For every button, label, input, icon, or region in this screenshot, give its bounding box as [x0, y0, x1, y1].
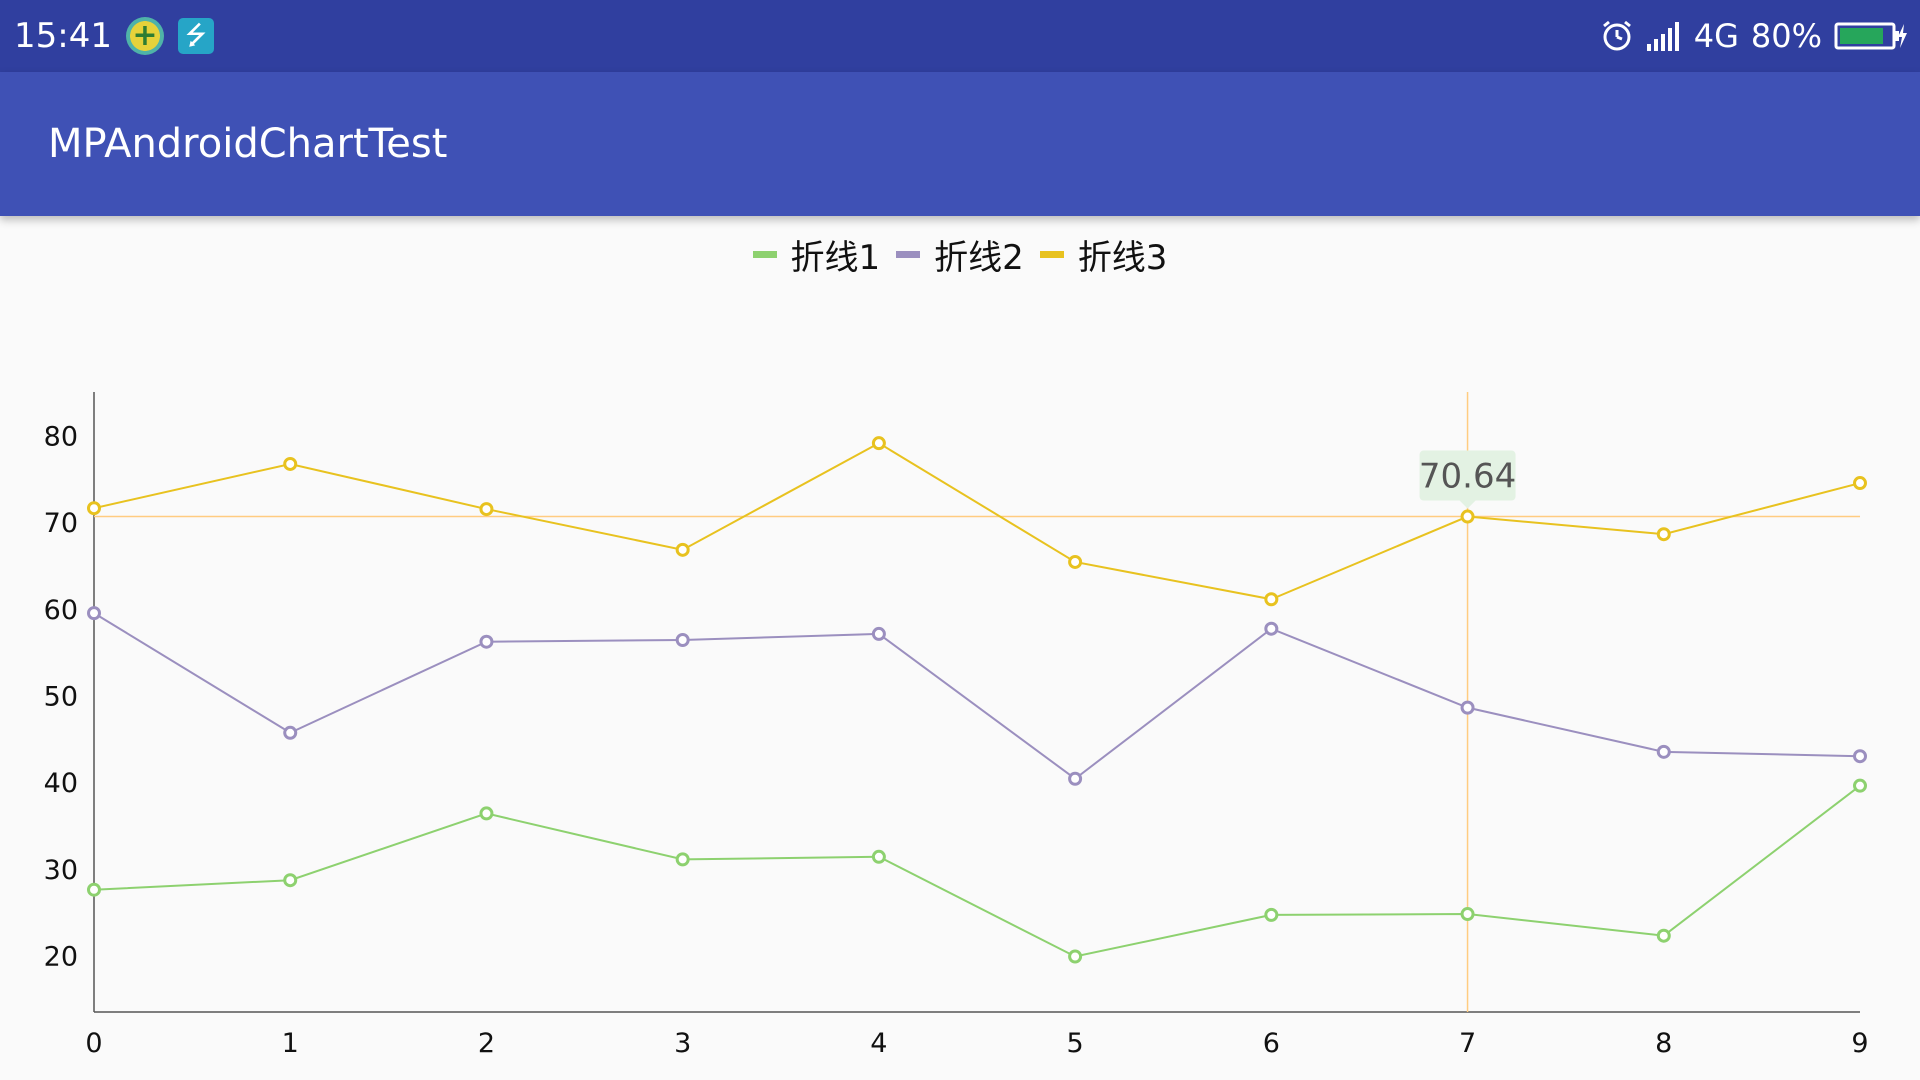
data-point-series-3-x9[interactable] [1853, 476, 1867, 491]
data-point-series-1-x8[interactable] [1656, 928, 1671, 943]
x-tick-label-5: 5 [1067, 1028, 1084, 1059]
series-line-2 [93, 612, 1861, 780]
legend-label-series-3: 折线3 [1077, 237, 1168, 278]
data-point-series-3-x6[interactable] [1264, 592, 1279, 607]
data-point-series-1-x4[interactable] [871, 849, 886, 864]
status-right: 4G 80% [1600, 0, 1908, 72]
status-left: 15:41 + ⭍ [14, 0, 214, 72]
legend-label-series-1: 折线1 [790, 237, 881, 278]
series-line-3 [93, 442, 1861, 601]
series-line-1 [93, 784, 1861, 958]
app-title: MPAndroidChartTest [48, 121, 448, 167]
data-point-series-1-x7[interactable] [1460, 907, 1475, 922]
battery-charging-icon [1834, 22, 1907, 50]
status-bar: 15:41 + ⭍ 4G 80% [0, 0, 1920, 72]
data-point-series-1-x6[interactable] [1264, 907, 1279, 922]
battery-percent: 80% [1750, 17, 1822, 55]
x-tick-label-3: 3 [674, 1028, 691, 1059]
legend-swatch-series-2 [896, 250, 921, 258]
data-point-series-3-x1[interactable] [283, 456, 298, 471]
y-tick-label-60: 60 [44, 595, 78, 626]
data-point-series-3-x2[interactable] [479, 502, 494, 517]
data-point-series-2-x9[interactable] [1853, 749, 1867, 764]
data-point-series-3-x8[interactable] [1656, 527, 1671, 542]
y-tick-label-50: 50 [44, 681, 78, 712]
data-point-series-2-x6[interactable] [1264, 621, 1279, 636]
data-point-series-3-x3[interactable] [675, 542, 690, 557]
data-point-series-3-x7[interactable] [1460, 509, 1475, 524]
highlight-marker-pointer [1459, 500, 1476, 509]
x-tick-label-6: 6 [1263, 1028, 1280, 1059]
x-tick-label-7: 7 [1459, 1028, 1476, 1059]
x-tick-label-2: 2 [478, 1028, 495, 1059]
legend-entry-series-2[interactable]: 折线2 [896, 230, 1024, 279]
x-tick-label-4: 4 [870, 1028, 887, 1059]
legend-entry-series-1[interactable]: 折线1 [752, 230, 881, 279]
y-tick-label-80: 80 [44, 421, 78, 452]
status-time: 15:41 [14, 16, 112, 56]
legend-swatch-series-1 [752, 250, 777, 258]
highlight-marker-box [1419, 450, 1516, 501]
data-point-series-3-x5[interactable] [1068, 554, 1083, 569]
data-point-series-3-x4[interactable] [871, 436, 886, 451]
alarm-icon [1602, 20, 1631, 51]
y-tick-label-70: 70 [44, 508, 78, 539]
data-point-series-1-x3[interactable] [675, 852, 690, 867]
data-point-series-1-x1[interactable] [283, 873, 298, 888]
x-tick-label-8: 8 [1655, 1028, 1672, 1059]
network-type: 4G [1693, 17, 1739, 55]
chart-legend: 折线1 折线2 折线3 [0, 228, 1920, 280]
signal-icon [1646, 22, 1679, 51]
data-point-series-1-x0[interactable] [87, 882, 101, 897]
data-point-series-3-x0[interactable] [87, 501, 101, 516]
data-point-series-1-x5[interactable] [1068, 949, 1083, 964]
legend-label-series-2: 折线2 [934, 237, 1024, 278]
data-point-series-2-x7[interactable] [1460, 700, 1475, 715]
highlight-marker-value: 70.64 [1419, 457, 1516, 497]
x-tick-label-1: 1 [282, 1028, 299, 1059]
data-point-series-2-x5[interactable] [1068, 771, 1083, 786]
data-point-series-1-x9[interactable] [1853, 778, 1867, 793]
data-point-series-2-x0[interactable] [87, 606, 101, 621]
legend-entry-series-3[interactable]: 折线3 [1039, 230, 1168, 279]
y-tick-label-20: 20 [44, 942, 78, 973]
data-point-series-2-x8[interactable] [1656, 744, 1671, 759]
y-tick-label-40: 40 [44, 768, 78, 799]
x-tick-label-9: 9 [1851, 1028, 1868, 1059]
legend-swatch-series-3 [1039, 250, 1064, 258]
app-bar: MPAndroidChartTest [0, 72, 1920, 216]
plus-badge-icon: + [125, 17, 164, 55]
x-tick-label-0: 0 [85, 1028, 102, 1059]
data-point-series-2-x4[interactable] [871, 626, 886, 641]
usb-icon: ⭍ [177, 18, 214, 54]
y-tick-label-30: 30 [44, 855, 78, 886]
data-point-series-1-x2[interactable] [479, 806, 494, 821]
data-point-series-2-x2[interactable] [479, 634, 494, 649]
data-point-series-2-x3[interactable] [675, 633, 690, 647]
data-point-series-2-x1[interactable] [283, 725, 298, 740]
